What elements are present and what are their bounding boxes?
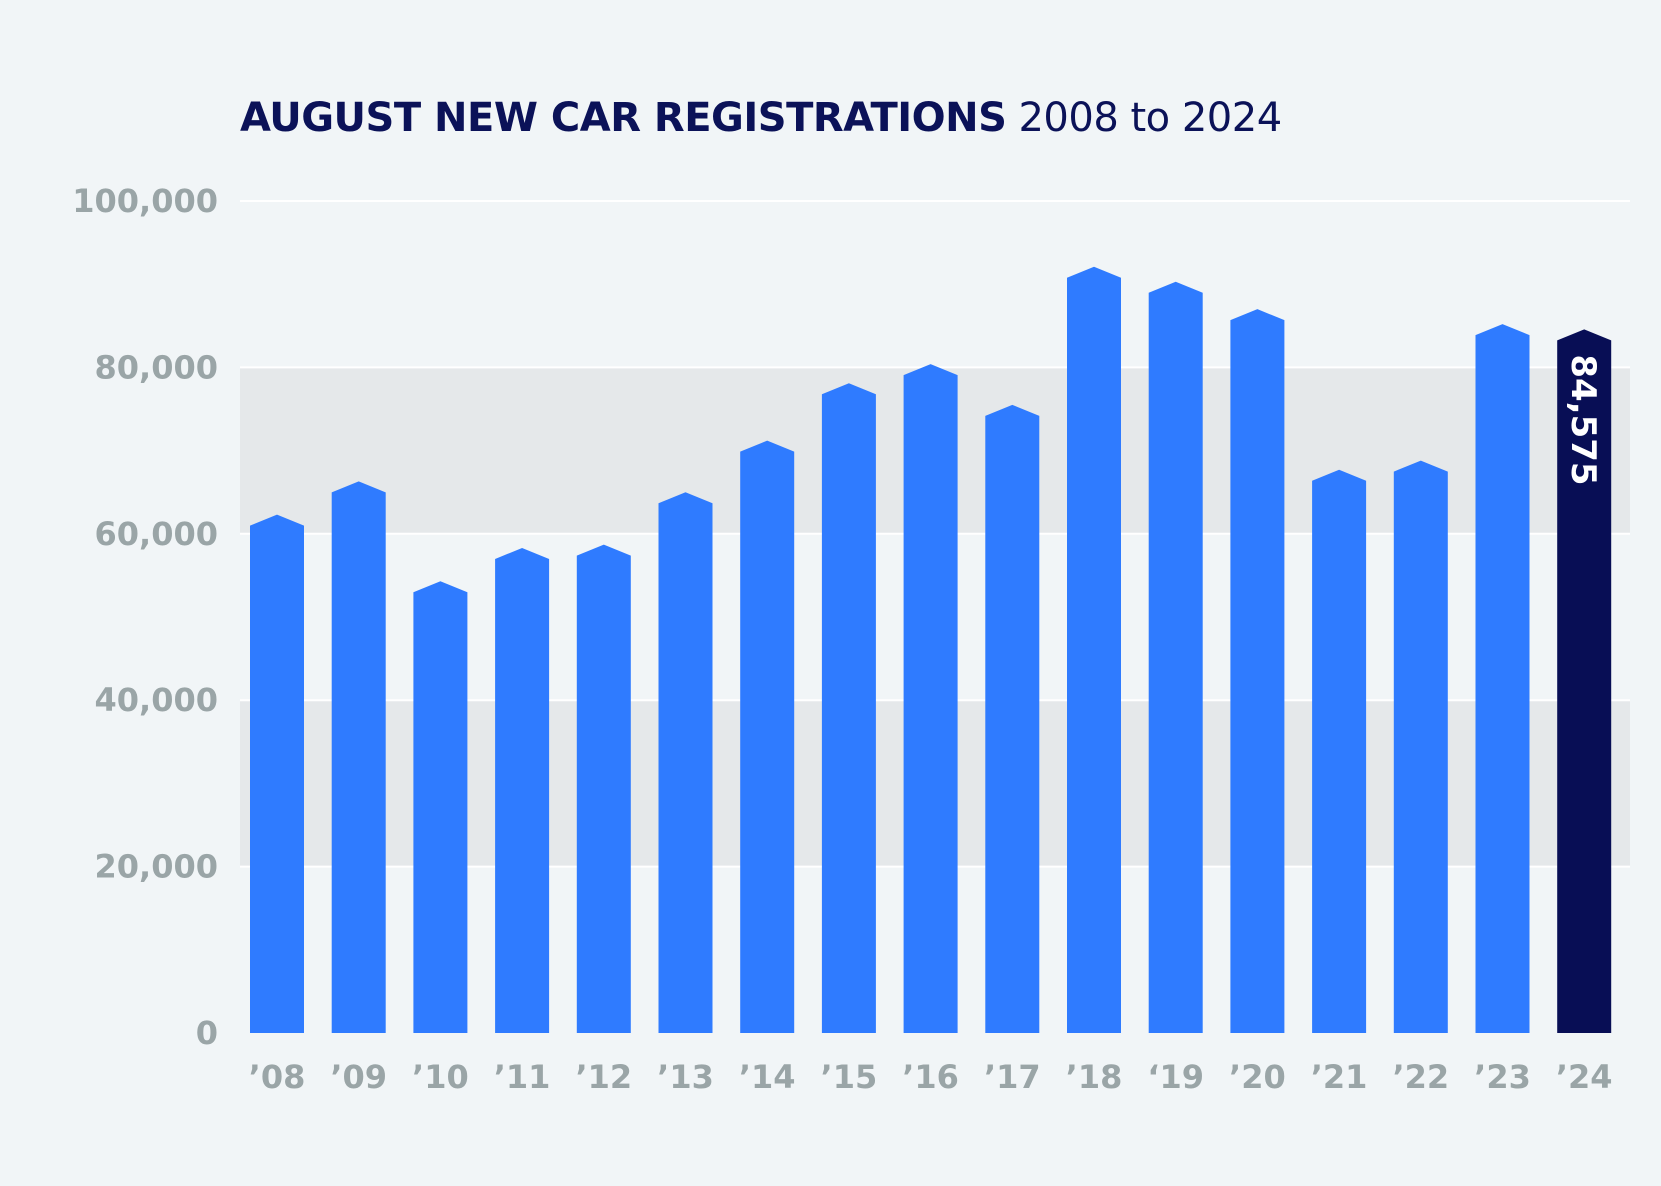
y-tick-label: 20,000 bbox=[95, 848, 218, 886]
x-tick-label: ‘19 bbox=[1147, 1058, 1204, 1096]
bar-16 bbox=[903, 364, 958, 1033]
x-tick-label: ’24 bbox=[1556, 1058, 1613, 1096]
chart-title-main: AUGUST NEW CAR REGISTRATIONS bbox=[240, 95, 1007, 141]
x-tick-label: ’16 bbox=[902, 1058, 959, 1096]
x-tick-label: ’15 bbox=[821, 1058, 878, 1096]
bar-14 bbox=[740, 440, 795, 1034]
bar-22 bbox=[1393, 460, 1448, 1034]
x-tick-label: ’10 bbox=[412, 1058, 469, 1096]
x-tick-label: ’17 bbox=[984, 1058, 1041, 1096]
bar-08 bbox=[250, 514, 304, 1033]
x-axis-tick-labels: ’08 ’09 ’10 ’11 ’12 ’13 ’14 ’15 ’16 ’17 ’18 ‘19 ’20 ’… bbox=[249, 1058, 1613, 1096]
x-tick-label: ’11 bbox=[494, 1058, 551, 1096]
x-tick-label: ’18 bbox=[1066, 1058, 1123, 1096]
x-tick-label: ’13 bbox=[657, 1058, 714, 1096]
y-tick-label: 60,000 bbox=[95, 515, 218, 553]
bar-21 bbox=[1312, 469, 1367, 1034]
bar-20 bbox=[1230, 309, 1285, 1033]
y-tick-label: 100,000 bbox=[72, 182, 218, 220]
y-axis-tick-labels: 0 20,000 40,000 60,000 80,000 100,000 bbox=[72, 182, 218, 1052]
bar-15 bbox=[821, 383, 876, 1033]
bars bbox=[250, 266, 1612, 1034]
chart-title-sub: 2008 to 2024 bbox=[1018, 95, 1282, 141]
x-tick-label: ’08 bbox=[249, 1058, 306, 1096]
bar-19 bbox=[1148, 281, 1203, 1034]
x-tick-label: ’21 bbox=[1311, 1058, 1368, 1096]
chart-title: AUGUST NEW CAR REGISTRATIONS 2008 to 2024 bbox=[240, 88, 1282, 148]
bar-12 bbox=[576, 544, 631, 1033]
x-tick-label: ’12 bbox=[575, 1058, 632, 1096]
x-tick-label: ’09 bbox=[330, 1058, 387, 1096]
bar-09 bbox=[331, 481, 386, 1033]
y-tick-label: 40,000 bbox=[95, 681, 218, 719]
bar-23 bbox=[1475, 324, 1530, 1033]
bar-17 bbox=[985, 404, 1040, 1034]
data-labels: 84,575 bbox=[1563, 354, 1603, 485]
bar-13 bbox=[658, 492, 713, 1033]
bar-11 bbox=[495, 547, 550, 1033]
x-tick-label: ’14 bbox=[739, 1058, 796, 1096]
data-label-24: 84,575 bbox=[1563, 354, 1603, 485]
x-tick-label: ’22 bbox=[1392, 1058, 1449, 1096]
y-tick-label: 0 bbox=[196, 1014, 218, 1052]
bar-18 bbox=[1067, 266, 1121, 1033]
x-tick-label: ’20 bbox=[1229, 1058, 1286, 1096]
bar-10 bbox=[413, 581, 468, 1033]
bar-24 bbox=[1557, 329, 1612, 1033]
x-tick-label: ’23 bbox=[1474, 1058, 1531, 1096]
y-tick-label: 80,000 bbox=[95, 348, 218, 386]
